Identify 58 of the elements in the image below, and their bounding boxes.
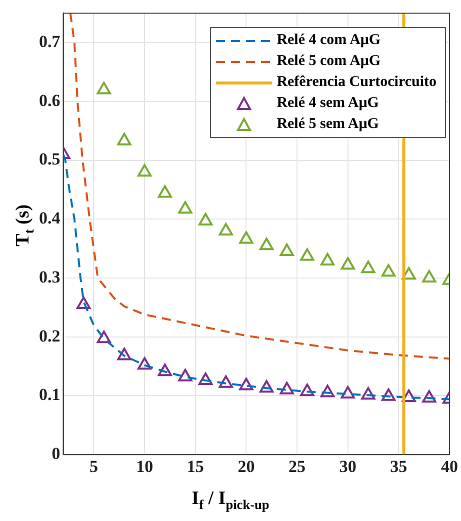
point	[158, 185, 172, 198]
point	[280, 244, 294, 256]
point	[340, 257, 355, 270]
point	[218, 375, 233, 388]
x-tick-label: 25	[288, 457, 306, 476]
x-tick-label: 15	[186, 457, 204, 476]
point	[381, 264, 396, 277]
x-tick-label: 10	[136, 457, 154, 476]
point	[340, 386, 355, 398]
point	[259, 238, 274, 250]
legend-label: Relé 5 sem AμG	[276, 116, 379, 134]
y-tick-label: 0	[52, 444, 60, 463]
legend-label: Relé 4 com AμG	[276, 32, 381, 50]
ref-line-label: Refêrencia Curtocircuito	[276, 74, 436, 92]
point	[138, 357, 152, 370]
point	[381, 388, 396, 401]
y-tick-label: 0.7	[39, 32, 61, 52]
point	[76, 296, 91, 310]
x-tick-label: 5	[89, 457, 98, 476]
x-tick-label: 40	[441, 457, 458, 476]
x-tick-label: 20	[238, 457, 255, 476]
point	[361, 260, 376, 274]
y-tick-label: 0.4	[39, 208, 61, 228]
point	[402, 390, 416, 402]
point	[117, 132, 132, 146]
point	[239, 378, 254, 390]
point	[117, 348, 132, 360]
point	[300, 384, 314, 396]
point	[361, 387, 376, 400]
point	[300, 248, 314, 261]
point	[198, 212, 213, 226]
point	[259, 380, 274, 393]
point	[422, 390, 436, 403]
point	[96, 82, 111, 94]
point	[218, 222, 233, 236]
y-tick-label: 0.1	[39, 385, 60, 404]
line-series	[69, 13, 450, 360]
point	[320, 384, 335, 398]
point	[138, 164, 152, 177]
point	[422, 270, 436, 283]
y-tick-label: 0.6	[39, 90, 60, 110]
point	[239, 231, 254, 244]
point	[198, 372, 213, 385]
point	[320, 252, 335, 266]
point	[280, 382, 294, 394]
x-axis-title: I$_{f}$ / I$_{pick-up}$	[190, 488, 270, 513]
point	[158, 364, 172, 376]
legend-label: Relé 4 sem AμG	[276, 95, 379, 112]
y-tick-label: 0.5	[39, 150, 60, 169]
x-tick-label: 35	[390, 457, 408, 476]
y-tick-label: 0.2	[39, 326, 60, 346]
x-tick-label: 30	[339, 457, 356, 476]
point	[178, 201, 192, 214]
point	[402, 267, 416, 280]
point	[178, 368, 192, 382]
legend-label: Relé 5 com AμG	[276, 53, 381, 70]
y-tick-label: 0.3	[39, 267, 60, 286]
point	[96, 330, 111, 344]
